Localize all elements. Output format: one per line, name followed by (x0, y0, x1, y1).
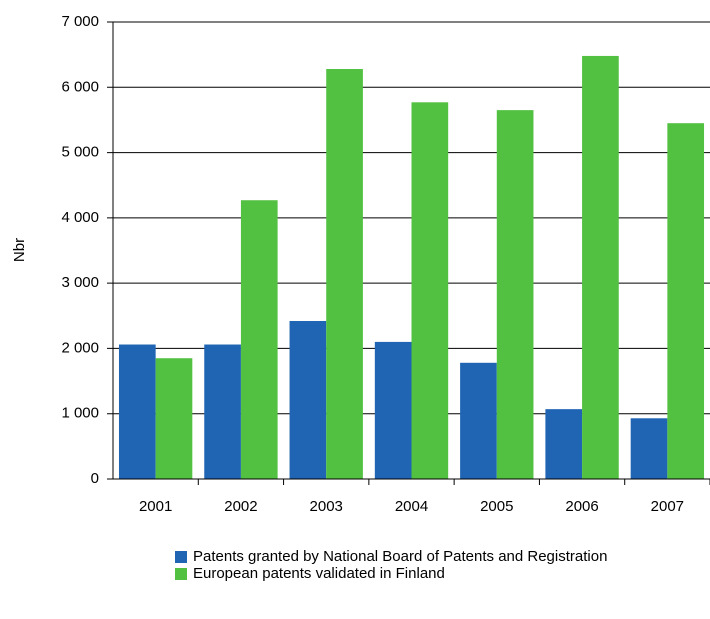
x-tick-label: 2002 (224, 498, 257, 515)
bar (667, 123, 705, 479)
y-tick-label: 2 000 (61, 339, 99, 356)
bar (496, 110, 534, 479)
legend-item: European patents validated in Finland (175, 565, 675, 582)
bar (460, 362, 497, 479)
x-tick-label: 2006 (565, 498, 598, 515)
x-tick-label: 2007 (651, 498, 684, 515)
legend-swatch (175, 551, 187, 563)
bar (411, 102, 449, 480)
x-tick-label: 2004 (395, 498, 428, 515)
bar (630, 418, 668, 479)
y-tick-label: 3 000 (61, 274, 99, 291)
bar (545, 409, 583, 479)
x-tick-label: 2003 (310, 498, 343, 515)
legend-label: Patents granted by National Board of Pat… (193, 548, 608, 565)
bar (326, 69, 363, 480)
x-tick-label: 2001 (139, 498, 172, 515)
bar (240, 200, 278, 480)
y-tick-label: 5 000 (61, 144, 99, 161)
bar (155, 358, 193, 479)
y-axis-label: Nbr (11, 238, 28, 262)
y-tick-label: 4 000 (61, 209, 99, 226)
legend: Patents granted by National Board of Pat… (175, 548, 675, 582)
bar (204, 344, 241, 479)
y-tick-label: 7 000 (61, 13, 99, 30)
bar (374, 341, 412, 479)
legend-item: Patents granted by National Board of Pat… (175, 548, 675, 565)
legend-swatch (175, 568, 187, 580)
y-tick-label: 1 000 (61, 405, 99, 422)
legend-label: European patents validated in Finland (193, 565, 445, 582)
bar (118, 344, 156, 479)
y-tick-label: 6 000 (61, 78, 99, 95)
bar (289, 321, 327, 479)
y-tick-label: 0 (91, 470, 99, 487)
bar (582, 55, 619, 479)
x-tick-label: 2005 (480, 498, 513, 515)
